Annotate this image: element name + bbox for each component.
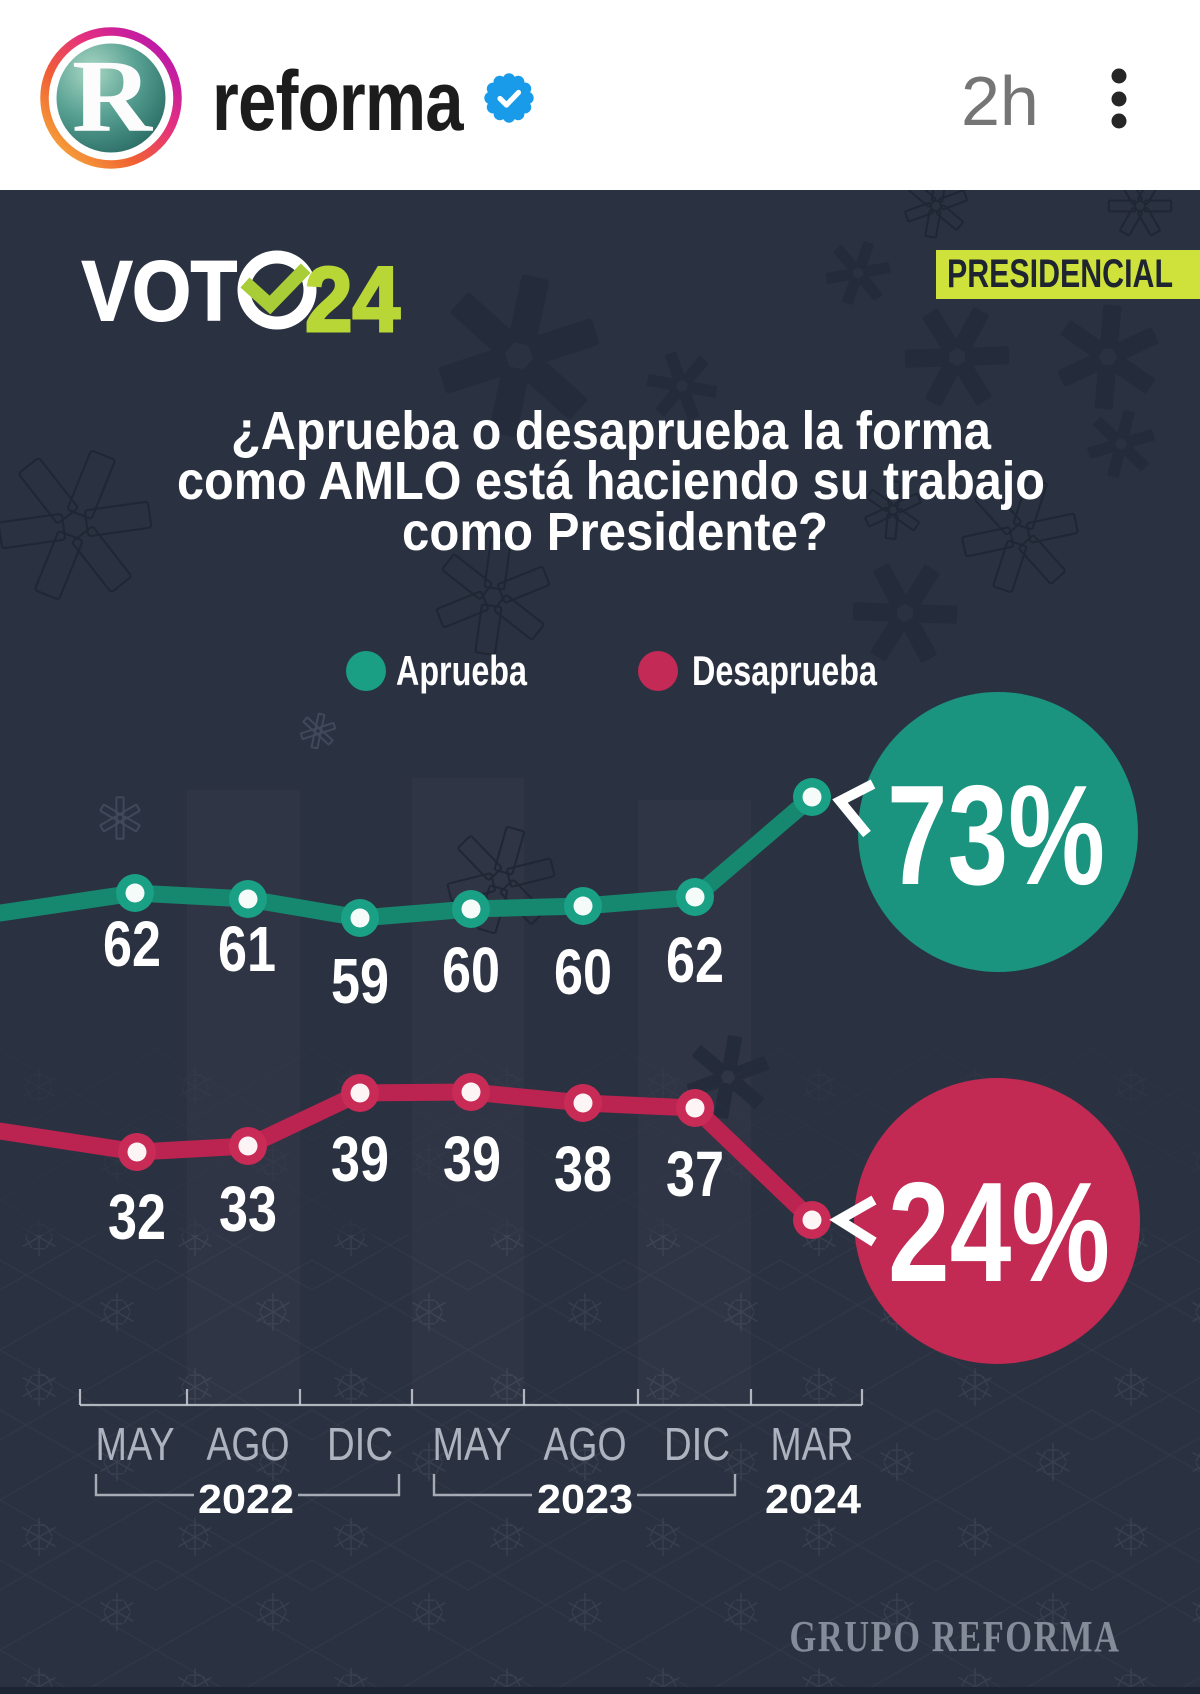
svg-text:DIC: DIC [664,1418,730,1470]
svg-text:Desaprueba: Desaprueba [692,647,877,694]
svg-text:como Presidente?: como Presidente? [402,502,828,562]
svg-text:73%: 73% [887,756,1105,915]
svg-text:VOT: VOT [82,244,237,338]
svg-text:MAY: MAY [433,1418,512,1470]
svg-text:33: 33 [219,1173,277,1245]
svg-text:MAR: MAR [771,1418,854,1470]
svg-text:60: 60 [554,936,612,1008]
svg-text:2023: 2023 [537,1476,633,1522]
svg-text:39: 39 [443,1123,501,1195]
svg-text:59: 59 [331,945,389,1017]
svg-text:PRESIDENCIAL: PRESIDENCIAL [947,252,1173,296]
svg-text:como AMLO está haciendo su tra: como AMLO está haciendo su trabajo [177,451,1045,511]
svg-text:MAY: MAY [96,1418,175,1470]
svg-text:62: 62 [103,908,161,980]
svg-text:61: 61 [218,913,276,985]
svg-text:¿Aprueba o desaprueba la forma: ¿Aprueba o desaprueba la forma [231,401,992,461]
svg-text:R: R [72,39,154,154]
svg-text:37: 37 [666,1138,724,1210]
svg-text:DIC: DIC [327,1418,393,1470]
svg-text:AGO: AGO [544,1418,627,1470]
svg-text:2022: 2022 [198,1476,294,1522]
svg-text:38: 38 [554,1133,612,1205]
svg-text:32: 32 [108,1181,166,1253]
svg-text:AGO: AGO [207,1418,290,1470]
svg-text:24%: 24% [888,1153,1110,1312]
svg-text:GRUPO REFORMA: GRUPO REFORMA [790,1612,1121,1661]
svg-text:60: 60 [442,934,500,1006]
svg-text:24: 24 [305,249,400,351]
svg-text:Aprueba: Aprueba [396,647,527,694]
svg-text:62: 62 [666,924,724,996]
svg-text:2024: 2024 [765,1476,861,1522]
svg-text:39: 39 [331,1123,389,1195]
